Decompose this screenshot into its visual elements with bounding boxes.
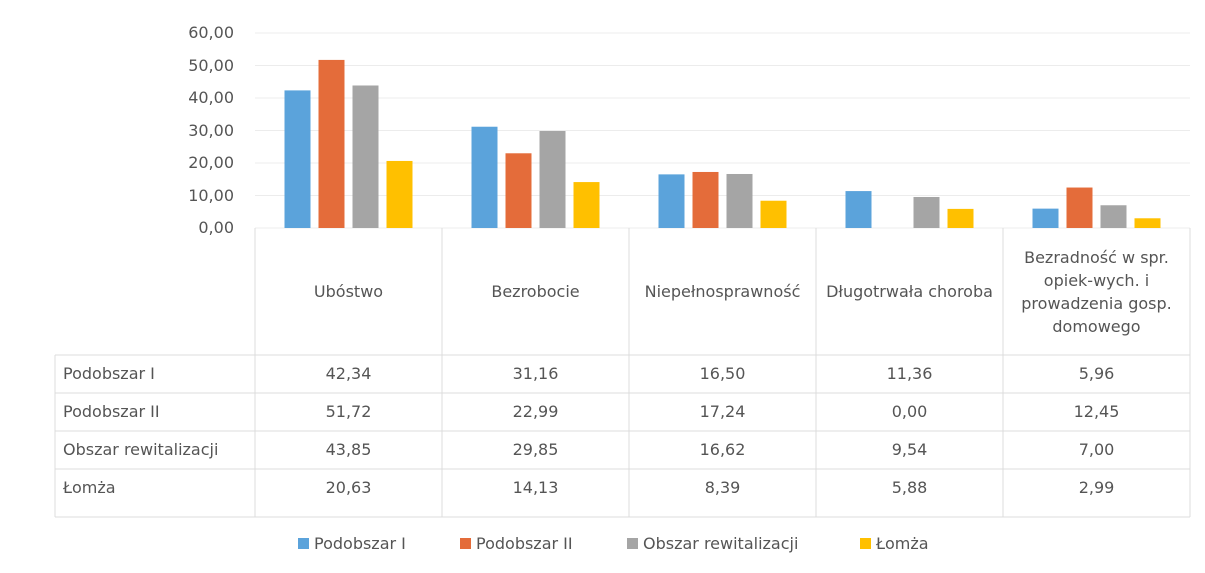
table-cell: 5,96 (1078, 364, 1115, 383)
legend-swatch (460, 538, 471, 549)
table-cell: 14,13 (512, 478, 559, 497)
bar (352, 85, 379, 228)
table-row-label: Podobszar I (63, 364, 155, 383)
legend-swatch (860, 538, 871, 549)
y-tick-label: 40,00 (188, 88, 234, 107)
bar (539, 130, 566, 228)
y-tick-label: 30,00 (188, 120, 234, 140)
table-row-label: Obszar rewitalizacji (63, 440, 219, 459)
x-tick-label: Bezradność w spr. opiek-wych. i prowadze… (1021, 247, 1172, 336)
table-cell: 8,39 (704, 478, 741, 497)
legend-label: Podobszar II (476, 534, 573, 553)
bar (760, 200, 787, 228)
table-cell: 20,63 (325, 478, 372, 497)
bar (386, 160, 413, 228)
x-tick-label: Niepełnosprawność (644, 282, 801, 301)
bar (505, 153, 532, 228)
y-tick-label: 10,00 (188, 185, 234, 205)
table-cell: 12,45 (1073, 402, 1120, 421)
bar (845, 191, 872, 228)
x-tick-label: Długotrwała choroba (826, 282, 993, 301)
bar (1134, 218, 1161, 228)
legend-label: Obszar rewitalizacji (643, 534, 799, 553)
x-tick-label: Bezrobocie (491, 282, 580, 301)
legend-swatch (627, 538, 638, 549)
table-cell: 42,34 (325, 364, 372, 383)
y-tick-label: 20,00 (188, 153, 234, 172)
table-cell: 7,00 (1078, 440, 1115, 459)
table-cell: 11,36 (886, 364, 933, 383)
bar (658, 174, 685, 228)
legend-label: Łomża (876, 534, 929, 553)
table-cell: 9,54 (891, 440, 928, 459)
bar (573, 182, 600, 228)
table-cell: 5,88 (891, 478, 928, 497)
table-cell: 43,85 (325, 440, 372, 459)
table-cell: 2,99 (1078, 478, 1115, 497)
table-cell: 17,24 (699, 402, 746, 421)
table-cell: 29,85 (512, 440, 559, 459)
bar (318, 59, 345, 228)
table-cell: 22,99 (512, 402, 559, 421)
table-row-label: Podobszar II (63, 402, 160, 421)
x-tick-label: Ubóstwo (313, 282, 384, 301)
bar (1066, 187, 1093, 228)
bar (1100, 205, 1127, 228)
table-cell: 31,16 (512, 364, 559, 383)
bar (913, 196, 940, 228)
y-tick-label: 0,00 (198, 218, 234, 237)
y-tick-label: 50,00 (188, 55, 234, 75)
table-row-label: Łomża (63, 478, 116, 497)
bar (726, 173, 753, 228)
bar (284, 90, 311, 229)
bar (947, 208, 974, 228)
table-cell: 51,72 (325, 402, 372, 421)
table-cell: 0,00 (891, 402, 928, 421)
legend-swatch (298, 538, 309, 549)
bar (692, 171, 719, 228)
bar (471, 126, 498, 228)
bar (1032, 208, 1059, 228)
legend-label: Podobszar I (314, 534, 406, 553)
y-tick-label: 60,00 (188, 23, 234, 42)
table-cell: 16,50 (699, 364, 746, 383)
table-cell: 16,62 (699, 440, 746, 459)
